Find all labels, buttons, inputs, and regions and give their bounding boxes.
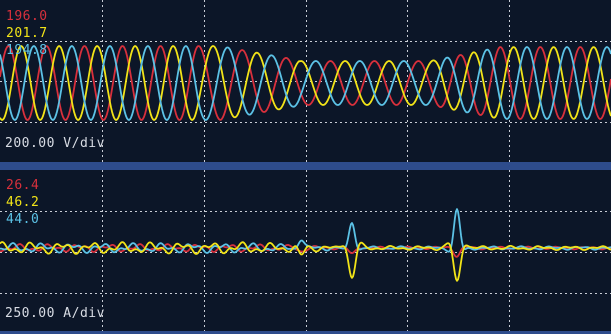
current-readout-red: 26.4 bbox=[6, 178, 40, 193]
voltage-readout-red: 196.0 bbox=[6, 9, 48, 24]
voltage-waveform-yellow bbox=[0, 45, 611, 121]
current-readout-yellow: 46.2 bbox=[6, 195, 40, 210]
voltage-waveform-blue bbox=[0, 45, 611, 121]
voltage-panel: 196.0 201.7 194.8 200.00 V/div bbox=[0, 0, 611, 162]
current-scale-label: 250.00 A/div bbox=[5, 306, 105, 321]
current-waveform-yellow bbox=[0, 241, 611, 282]
voltage-readout-yellow: 201.7 bbox=[6, 26, 48, 41]
current-waveform-blue bbox=[0, 208, 611, 254]
current-panel: 26.4 46.2 44.0 250.00 A/div bbox=[0, 170, 611, 334]
voltage-scale-label: 200.00 V/div bbox=[5, 136, 105, 151]
voltage-waveform-plot bbox=[0, 0, 611, 162]
current-readout-blue: 44.0 bbox=[6, 212, 40, 227]
bottom-border bbox=[0, 331, 611, 334]
voltage-readout-blue: 194.8 bbox=[6, 43, 48, 58]
current-waveform-plot bbox=[0, 170, 611, 334]
voltage-waveform-red bbox=[0, 45, 611, 121]
panel-divider bbox=[0, 162, 611, 170]
